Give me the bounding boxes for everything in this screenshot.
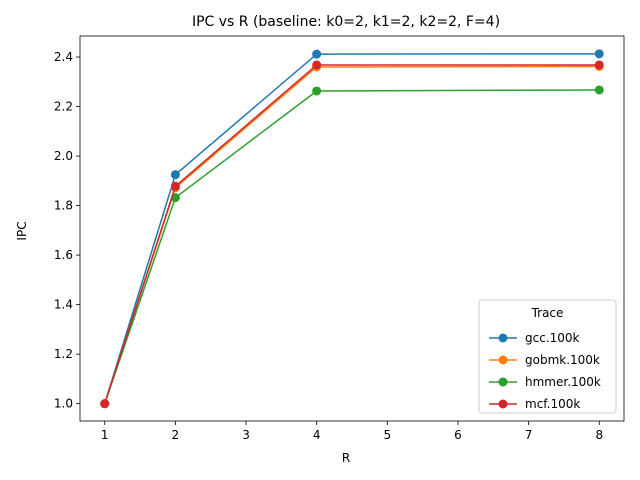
x-tick-label: 6 (454, 428, 462, 442)
series-line (104, 89, 600, 404)
legend-label: mcf.100k (525, 397, 580, 411)
legend-label: gcc.100k (525, 331, 580, 345)
x-tick-label: 2 (172, 428, 180, 442)
legend-item: hmmer.100k (489, 375, 601, 389)
axes-frame (79, 35, 625, 422)
x-tick-label: 3 (242, 428, 250, 442)
y-axis-label: IPC (15, 221, 29, 240)
y-tick-label: 1.0 (54, 397, 73, 411)
data-point (594, 49, 604, 59)
x-tick-label: 8 (595, 428, 603, 442)
legend-item: gcc.100k (489, 331, 580, 345)
legend-marker (498, 355, 508, 365)
y-tick-label: 1.6 (54, 248, 73, 262)
legend-marker (498, 377, 508, 387)
legend-title: Trace (531, 306, 564, 320)
data-point (170, 181, 180, 191)
data-point (312, 49, 322, 59)
y-tick-label: 2.2 (54, 100, 73, 114)
series-3 (100, 60, 604, 409)
x-tick-label: 1 (101, 428, 109, 442)
legend-box (478, 299, 617, 414)
legend-item: gobmk.100k (489, 353, 600, 367)
y-tick-label: 2.0 (54, 149, 73, 163)
x-tick-label: 4 (313, 428, 321, 442)
series-line (104, 64, 600, 404)
legend: Trace gcc.100k gobmk.100k hmmer.100k mcf.100… (478, 299, 617, 414)
series-line (104, 53, 600, 404)
y-tick-label: 1.8 (54, 199, 73, 213)
y-tick-label: 2.4 (54, 50, 73, 64)
y-tick-label: 1.4 (54, 298, 73, 312)
data-point (170, 170, 180, 180)
legend-label: gobmk.100k (525, 353, 600, 367)
x-tick-label: 5 (384, 428, 392, 442)
y-tick-label: 1.2 (54, 347, 73, 361)
legend-marker (498, 333, 508, 343)
data-point (594, 60, 604, 70)
data-point (594, 85, 604, 95)
x-tick-label: 7 (525, 428, 533, 442)
data-point (312, 60, 322, 70)
data-point (100, 399, 110, 409)
plot-area: 1 2 3 4 5 6 7 8 1.0 1.2 1.4 1.6 1.8 2.0 2.2 2.4 (54, 35, 625, 442)
x-axis-label: R (342, 451, 350, 465)
legend-item: mcf.100k (489, 397, 580, 411)
data-point (312, 86, 322, 96)
legend-label: hmmer.100k (525, 375, 601, 389)
chart-title: IPC vs R (baseline: k0=2, k1=2, k2=2, F=… (192, 14, 500, 30)
legend-marker (498, 399, 508, 409)
